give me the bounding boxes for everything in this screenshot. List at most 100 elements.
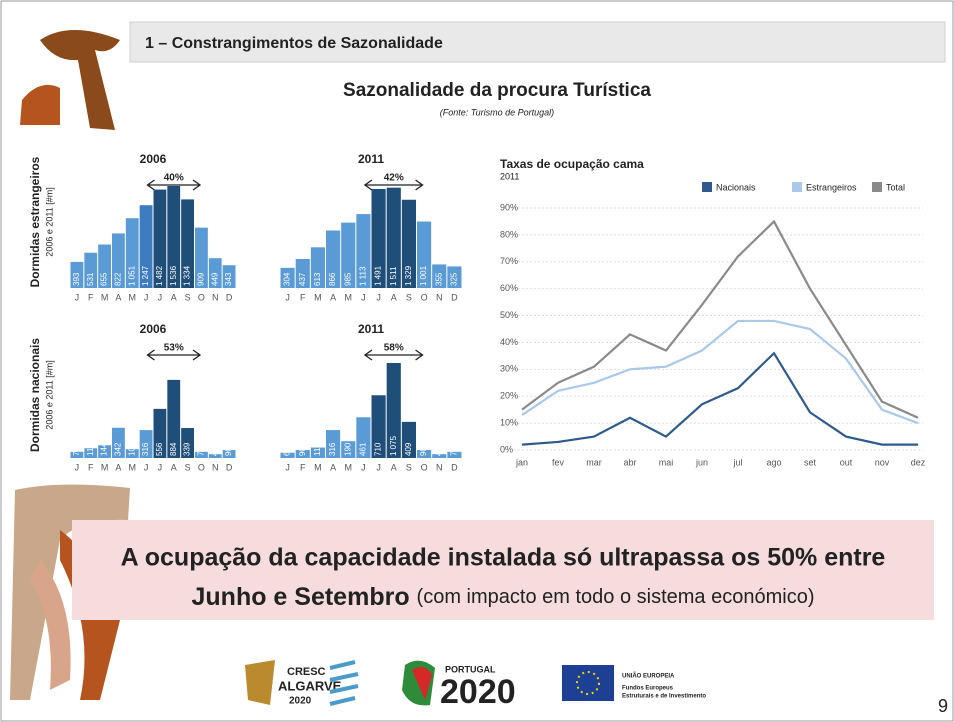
x-tick-label: O — [198, 292, 205, 302]
value-label: 70 — [72, 447, 81, 456]
callout-box — [72, 520, 934, 620]
value-label: 355 — [434, 272, 443, 286]
x-tick-label: set — [804, 457, 817, 467]
x-tick-label: M — [129, 462, 137, 472]
bar — [181, 428, 194, 458]
bar — [310, 247, 325, 288]
page-number: 9 — [938, 696, 948, 716]
bar — [295, 450, 310, 458]
row-unit: 2006 e 2011 [#m] — [44, 360, 54, 429]
bar — [167, 186, 181, 288]
y-tick-label: 30% — [500, 364, 518, 374]
value-label: 342 — [114, 442, 123, 456]
chart-title: 2006 — [140, 322, 167, 336]
value-label: 884 — [169, 442, 178, 456]
x-tick-label: J — [361, 462, 366, 472]
value-label: 556 — [155, 442, 164, 456]
bar — [222, 450, 236, 458]
callout-line: A ocupação da capacidade instalada só ul… — [121, 544, 886, 572]
x-tick-label: ago — [766, 457, 781, 467]
value-label: 60 — [283, 447, 292, 456]
eu-text: Estruturais e de Investimento — [622, 694, 706, 700]
x-tick-label: J — [144, 292, 149, 302]
x-tick-label: nov — [875, 457, 890, 467]
x-tick-label: O — [198, 462, 205, 472]
value-label: 1 536 — [169, 265, 178, 286]
value-label: 70 — [450, 447, 459, 456]
x-tick-label: A — [171, 462, 177, 472]
x-tick-label: jan — [515, 457, 528, 467]
bar — [112, 233, 125, 288]
x-tick-label: F — [88, 292, 94, 302]
chart-title: 2006 — [140, 152, 167, 166]
line — [521, 351, 918, 446]
value-label: 985 — [343, 272, 352, 286]
x-tick-label: D — [226, 292, 233, 302]
bar — [153, 189, 167, 288]
value-label: 409 — [404, 442, 413, 456]
bar — [195, 451, 208, 458]
bar — [386, 187, 401, 288]
value-label: 461 — [359, 442, 368, 456]
x-tick-label: A — [115, 292, 121, 302]
bar — [447, 451, 462, 458]
bar — [125, 218, 139, 288]
x-tick-label: jul — [732, 457, 742, 467]
bar — [356, 214, 371, 288]
bar — [84, 448, 98, 458]
value-label: 613 — [313, 272, 322, 286]
section-title: 1 – Constrangimentos de Sazonalidade — [145, 35, 443, 52]
bar — [280, 267, 295, 288]
x-tick-label: M — [345, 292, 353, 302]
annotation: 42% — [384, 173, 404, 184]
x-tick-label: S — [406, 462, 412, 472]
value-label: 90 — [419, 447, 428, 456]
y-tick-label: 0% — [500, 444, 513, 454]
bar — [153, 408, 167, 458]
value-label: 1 051 — [127, 265, 136, 286]
bar — [280, 452, 295, 458]
value-label: 1 334 — [183, 265, 192, 286]
logo-shape — [329, 660, 359, 706]
value-label: 90 — [224, 447, 233, 456]
x-tick-label: S — [185, 292, 191, 302]
logo-shape — [245, 660, 275, 705]
legend-label: Estrangeiros — [806, 182, 857, 192]
annotation: 58% — [384, 343, 404, 354]
value-label: 1 491 — [374, 265, 383, 286]
value-label: 909 — [197, 272, 206, 286]
legend-label: Total — [886, 182, 905, 192]
legend-swatch — [702, 182, 712, 192]
x-tick-label: F — [88, 462, 94, 472]
x-tick-label: J — [158, 292, 163, 302]
eu-text: Fundos Europeus — [622, 686, 674, 692]
bar — [432, 264, 447, 288]
x-tick-label: O — [421, 292, 428, 302]
x-tick-label: J — [158, 462, 163, 472]
bar — [222, 265, 236, 288]
value-label: 339 — [183, 442, 192, 456]
x-tick-label: mai — [659, 457, 674, 467]
value-label: 100 — [127, 442, 136, 456]
x-tick-label: J — [285, 462, 290, 472]
chart-subtitle: 2011 — [500, 171, 519, 181]
x-tick-label: out — [840, 457, 853, 467]
x-tick-label: abr — [623, 457, 636, 467]
logo-text: 2020 — [440, 673, 516, 711]
bar — [310, 447, 325, 458]
x-tick-label: M — [314, 462, 322, 472]
annotation-arrow — [146, 179, 202, 191]
legend-swatch — [872, 182, 882, 192]
x-tick-label: D — [451, 292, 458, 302]
line — [521, 219, 919, 419]
callout-bold: Junho e Setembro — [192, 583, 410, 611]
value-label: 343 — [224, 272, 233, 286]
value-label: 1 001 — [419, 265, 428, 286]
value-label: 1 075 — [389, 435, 398, 456]
bar — [139, 430, 153, 458]
x-tick-label: J — [376, 462, 381, 472]
logo-text: 2020 — [289, 696, 312, 707]
eu-text: UNIÃO EUROPEIA — [622, 673, 675, 680]
bar — [401, 199, 416, 288]
